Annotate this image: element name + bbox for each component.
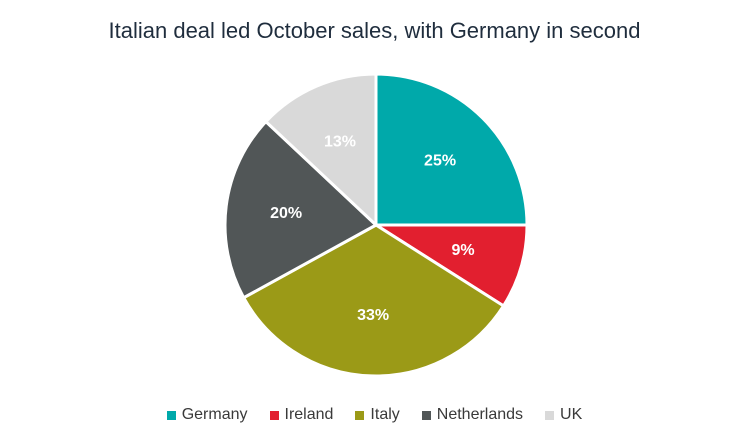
data-label-italy: 33% xyxy=(357,307,389,324)
legend-item-italy: Italy xyxy=(355,406,400,424)
legend-label-ireland: Ireland xyxy=(284,406,334,423)
pie-slice-ireland xyxy=(374,223,529,308)
legend-label-netherlands: Netherlands xyxy=(436,406,524,423)
legend-item-ireland: Ireland xyxy=(269,406,334,424)
legend-item-uk: UK xyxy=(545,406,582,424)
pie-slice-uk xyxy=(264,72,378,227)
chart-title: Italian deal led October sales, with Ger… xyxy=(108,18,641,43)
legend-swatch-netherlands xyxy=(421,410,431,420)
legend-label-italy: Italy xyxy=(370,406,400,423)
legend-swatch-germany xyxy=(166,410,176,420)
data-label-uk: 13% xyxy=(324,133,356,150)
legend: Germany Ireland Italy Netherlands UK xyxy=(0,406,749,424)
data-label-germany: 25% xyxy=(424,152,456,169)
legend-swatch-italy xyxy=(355,410,365,420)
legend-item-germany: Germany xyxy=(166,406,248,424)
data-label-ireland: 9% xyxy=(451,242,474,259)
legend-swatch-ireland xyxy=(269,410,279,420)
data-label-netherlands: 20% xyxy=(270,205,302,222)
legend-label-germany: Germany xyxy=(181,406,248,423)
legend-item-netherlands: Netherlands xyxy=(421,406,524,424)
pie-slice-netherlands xyxy=(223,120,378,300)
legend-label-uk: UK xyxy=(560,406,583,423)
pie-slice-germany xyxy=(374,72,529,227)
legend-swatch-uk xyxy=(545,410,555,420)
